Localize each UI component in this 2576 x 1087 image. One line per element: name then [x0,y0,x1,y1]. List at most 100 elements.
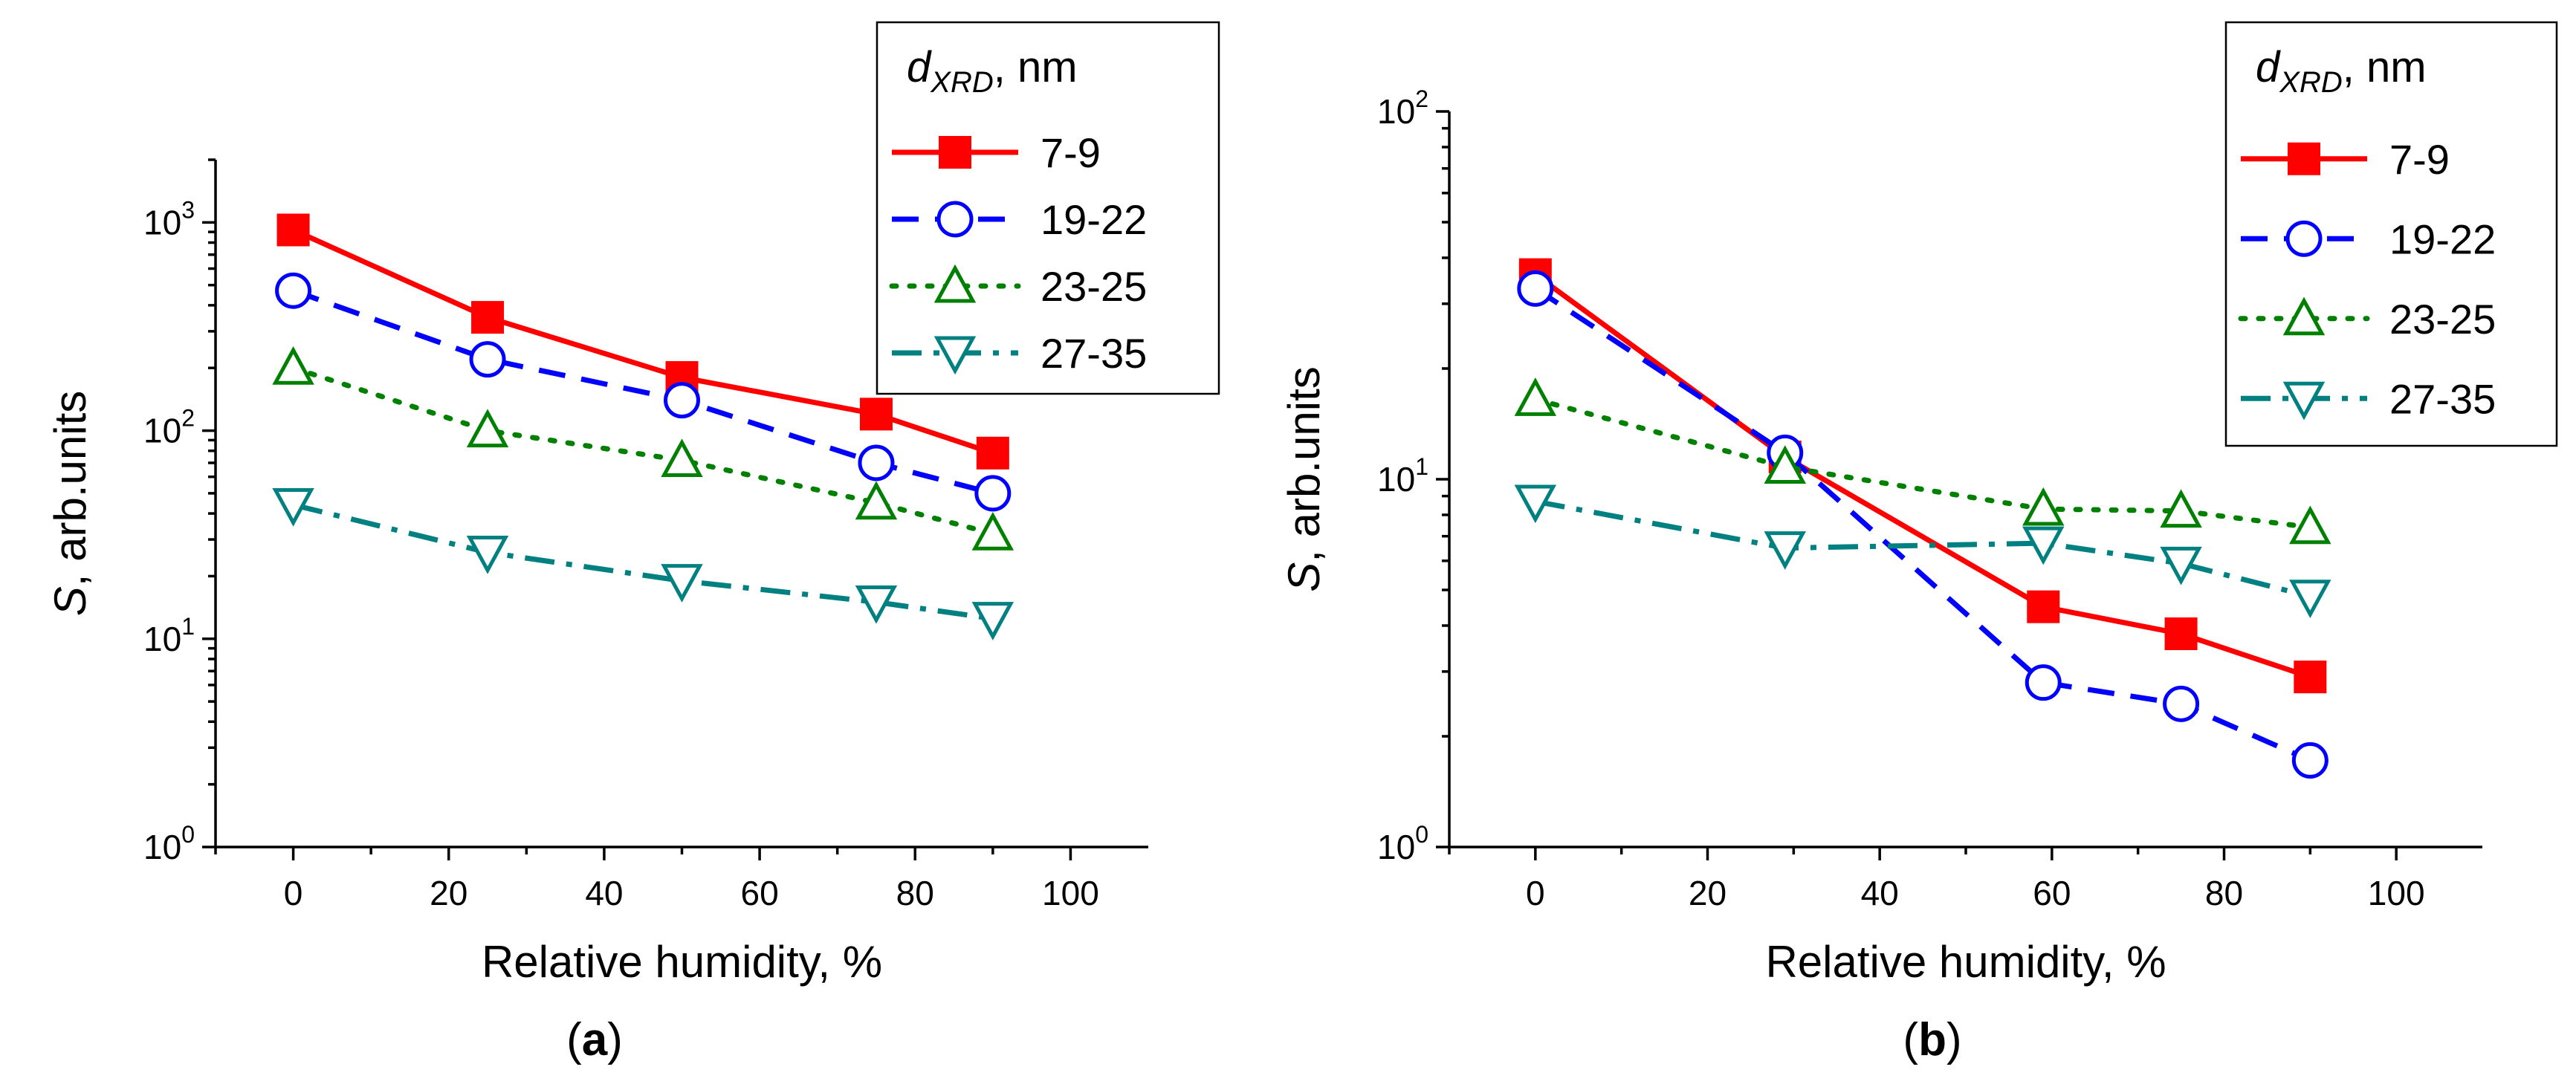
data-point-7-9 [2164,617,2198,651]
legend-marker-19-22 [936,201,974,238]
data-point-23-25 [855,481,898,520]
data-point-23-25 [2289,505,2331,545]
legend-label: 19-22 [2389,215,2496,262]
data-point-27-35 [2022,526,2065,565]
y-tick-label: 102 [1377,85,1428,131]
legend-title-rest: , nm [994,43,1078,91]
y-axis-label-rest: , arb.units [45,391,95,586]
y-axis-label: S, arb.units [1279,366,1329,592]
data-point-27-35 [661,564,703,603]
chart-panel-a: 100 101 102 103 0 20 40 60 80 100 Relative humid… [45,21,1220,1065]
y-axis-label-var: S [1279,562,1329,592]
data-point-19-22 [1517,270,1554,307]
x-tick-label: 20 [1689,874,1726,912]
tick-layer [202,158,1072,860]
data-point-23-25 [466,409,509,448]
data-point-23-25 [1514,377,1557,416]
legend-title: dXRD, nm [2256,43,2427,99]
y-tick-label: 101 [143,613,195,658]
series-line-23-25 [291,365,996,536]
y-axis-label-rest: , arb.units [1279,366,1329,562]
panel-caption: (a) [566,1014,623,1065]
y-axis-label-var: S [45,586,95,616]
series-layer [272,213,1014,640]
data-point-19-22 [664,382,700,419]
legend-entries: 7-9 19-22 23-25 27-35 [889,129,1147,377]
legend-marker-27-35 [2282,381,2326,421]
y-tick-label: 103 [143,196,195,241]
data-point-27-35 [466,536,509,574]
legend-label: 7-9 [1041,129,1101,176]
chart-panel-b: 100 101 102 0 20 40 60 80 100 Relative humidity… [1279,21,2558,1065]
legend-box [876,21,1220,395]
x-tick-label: 60 [740,874,778,912]
legend-label: 23-25 [1041,263,1147,310]
x-axis-label: Relative humidity, % [482,937,882,987]
data-point-23-25 [971,512,1014,551]
series-line-27-35 [1535,499,2311,600]
data-point-19-22 [469,341,506,378]
data-point-7-9 [976,436,1009,470]
data-point-23-25 [1764,445,1806,484]
x-tick-label: 20 [430,874,467,912]
legend-label: 23-25 [2389,296,2496,343]
y-tick-label: 101 [1377,453,1428,499]
data-point-27-35 [855,585,898,624]
legend-box [2224,21,2558,447]
data-point-19-22 [2291,742,2329,779]
y-tick-label: 100 [143,821,195,866]
data-point-27-35 [2289,580,2331,619]
legend-marker-23-25 [2282,296,2326,336]
legend-label: 7-9 [2389,136,2450,183]
data-point-7-9 [859,398,893,431]
legend: dXRD, nm 7-9 19-22 23-25 27-35 [876,21,1220,395]
legend-entries: 7-9 19-22 23-25 27-35 [2238,136,2496,422]
legend-marker-23-25 [933,264,977,303]
y-tick-label: 100 [1377,821,1428,866]
legend-marker-7-9 [939,136,971,169]
data-point-7-9 [2294,661,2327,694]
panel-caption: (b) [1903,1014,1961,1065]
x-tick-label: 100 [2368,874,2425,912]
x-tick-label: 100 [1042,874,1099,912]
y-tick-labels: 100 101 102 [1377,85,1428,866]
data-point-19-22 [858,444,895,481]
data-point-7-9 [276,213,310,247]
series-line-27-35 [292,502,994,622]
legend-title-var: d [907,43,932,91]
legend: dXRD, nm 7-9 19-22 23-25 27-35 [2224,21,2558,447]
legend-label: 27-35 [1041,330,1147,377]
data-point-19-22 [2025,664,2062,701]
legend-title: dXRD, nm [907,43,1078,99]
series-line-19-22 [1533,286,2311,763]
x-axis-label: Relative humidity, % [1765,937,2166,987]
data-point-23-25 [272,345,314,385]
x-tick-labels: 0 20 40 60 80 100 [1526,874,2425,912]
data-point-27-35 [272,487,314,527]
legend-title-sub: XRD [930,66,993,99]
x-tick-label: 60 [2033,874,2071,912]
data-point-23-25 [2160,489,2202,528]
panel-label: b [1918,1014,1946,1065]
data-point-19-22 [275,272,312,309]
tick-layer [1436,110,2398,860]
legend-marker-7-9 [2288,142,2320,175]
legend-title-rest: , nm [2343,43,2427,91]
data-point-7-9 [471,301,505,334]
legend-title-sub: XRD [2279,66,2342,99]
x-tick-label: 80 [2205,874,2243,912]
legend-marker-27-35 [933,336,977,375]
data-point-23-25 [661,438,703,478]
legend-label: 19-22 [1041,196,1147,243]
data-point-19-22 [2163,685,2200,722]
data-point-27-35 [971,602,1014,640]
legend-marker-19-22 [2285,220,2323,257]
data-point-27-35 [2160,546,2202,585]
data-point-7-9 [2027,590,2060,623]
y-axis-label: S, arb.units [45,391,95,617]
legend-label: 27-35 [2389,375,2496,422]
x-tick-label: 0 [1526,874,1545,912]
y-tick-label: 102 [143,405,195,450]
panel-label: a [582,1014,608,1065]
